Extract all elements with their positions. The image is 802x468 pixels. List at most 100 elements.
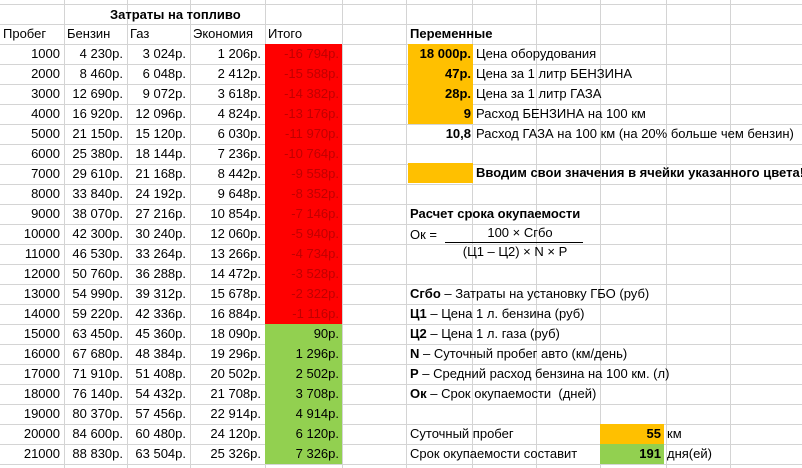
- grid-hline: [0, 364, 802, 365]
- petrol-cost-cell: 46 530р.: [72, 246, 123, 261]
- legend-text: – Суточный пробег авто (км/день): [419, 346, 628, 361]
- legend-row: Ц1 – Цена 1 л. бензина (руб): [410, 304, 802, 324]
- variable-input[interactable]: 28р.: [408, 84, 473, 104]
- grid-hline: [0, 44, 802, 45]
- total-cell: -4 734р.: [265, 244, 342, 264]
- mileage-cell: 1000: [31, 46, 60, 61]
- daily-mileage-label: Суточный пробег: [410, 426, 514, 441]
- total-cell: -10 764р.: [265, 144, 342, 164]
- input-note: Вводим свои значения в ячейки указанного…: [476, 165, 802, 180]
- petrol-cost-cell: 12 690р.: [72, 86, 123, 101]
- variable-input[interactable]: 47р.: [408, 64, 473, 84]
- gas-cost-cell: 60 480р.: [135, 426, 186, 441]
- mileage-cell: 15000: [23, 326, 60, 341]
- savings-cell: 9 648р.: [217, 186, 261, 201]
- variable-label: Расход БЕНЗИНА на 100 км: [476, 106, 646, 121]
- variable-label: Цена за 1 литр ГАЗА: [476, 86, 602, 101]
- gas-cost-cell: 51 408р.: [135, 366, 186, 381]
- savings-cell: 7 236р.: [217, 146, 261, 161]
- total-cell: -14 382р.: [265, 84, 342, 104]
- gas-cost-cell: 15 120р.: [135, 126, 186, 141]
- variable-input[interactable]: 9: [408, 104, 473, 124]
- legend-key: Ц2: [410, 326, 427, 341]
- savings-cell: 1 206р.: [217, 46, 261, 61]
- grid-hline: [0, 304, 802, 305]
- gas-cost-cell: 36 288р.: [135, 266, 186, 281]
- gas-cost-cell: 48 384р.: [135, 346, 186, 361]
- formula-lhs: Ок =: [410, 227, 438, 242]
- mileage-cell: 7000: [31, 166, 60, 181]
- variable-input[interactable]: 18 000р.: [408, 44, 473, 64]
- grid-hline: [0, 24, 802, 25]
- petrol-cost-cell: 25 380р.: [72, 146, 123, 161]
- mileage-cell: 13000: [23, 286, 60, 301]
- grid-hline: [0, 264, 802, 265]
- grid-vline: [64, 0, 65, 468]
- gas-cost-cell: 33 264р.: [135, 246, 186, 261]
- grid-hline: [0, 224, 802, 225]
- mileage-cell: 6000: [31, 146, 60, 161]
- legend-row: N – Суточный пробег авто (км/день): [410, 344, 802, 364]
- gas-cost-cell: 42 336р.: [135, 306, 186, 321]
- total-cell: 6 120р.: [265, 424, 342, 444]
- total-cell: -16 794р.: [265, 44, 342, 64]
- petrol-cost-cell: 63 450р.: [72, 326, 123, 341]
- savings-cell: 15 678р.: [210, 286, 261, 301]
- total-cell: -13 176р.: [265, 104, 342, 124]
- savings-cell: 22 914р.: [210, 406, 261, 421]
- header-savings: Экономия: [193, 26, 254, 41]
- savings-cell: 3 618р.: [217, 86, 261, 101]
- gas-cost-cell: 24 192р.: [135, 186, 186, 201]
- total-cell: -1 116р.: [265, 304, 342, 324]
- mileage-cell: 2000: [31, 66, 60, 81]
- gas-cost-cell: 12 096р.: [135, 106, 186, 121]
- total-cell: 7 326р.: [265, 444, 342, 464]
- grid-hline: [0, 184, 802, 185]
- total-cell: 1 296р.: [265, 344, 342, 364]
- grid-hline: [0, 244, 802, 245]
- grid-vline: [127, 0, 128, 468]
- legend-row: P – Средний расход бензина на 100 км. (л…: [410, 364, 802, 384]
- total-cell: -15 588р.: [265, 64, 342, 84]
- grid-hline: [0, 324, 802, 325]
- payback-result-value: 191: [600, 444, 664, 464]
- grid-vline: [190, 0, 191, 468]
- total-cell: 4 914р.: [265, 404, 342, 424]
- grid-hline: [0, 64, 802, 65]
- gas-cost-cell: 30 240р.: [135, 226, 186, 241]
- gas-cost-cell: 57 456р.: [135, 406, 186, 421]
- gas-cost-cell: 18 144р.: [135, 146, 186, 161]
- input-color-swatch: [408, 163, 473, 183]
- petrol-cost-cell: 8 460р.: [79, 66, 123, 81]
- petrol-cost-cell: 59 220р.: [72, 306, 123, 321]
- mileage-cell: 18000: [23, 386, 60, 401]
- header-total: Итого: [268, 26, 303, 41]
- total-cell: 3 708р.: [265, 384, 342, 404]
- daily-mileage-input[interactable]: 55: [600, 424, 664, 444]
- grid-hline: [0, 204, 802, 205]
- legend-text: – Цена 1 л. газа (руб): [426, 326, 560, 341]
- grid-hline: [0, 84, 802, 85]
- variable-value: 10,8: [445, 126, 471, 141]
- grid-vline: [600, 0, 601, 468]
- legend-key: Сгбо: [410, 286, 441, 301]
- grid-hline: [0, 284, 802, 285]
- mileage-cell: 8000: [31, 186, 60, 201]
- grid-vline: [730, 0, 731, 468]
- grid-hline: [0, 444, 802, 445]
- savings-cell: 14 472р.: [210, 266, 261, 281]
- legend-row: Ок – Срок окупаемости (дней): [410, 384, 802, 404]
- payback-title: Расчет срока окупаемости: [410, 206, 581, 221]
- legend-text: – Затраты на установку ГБО (руб): [440, 286, 650, 301]
- savings-cell: 21 708р.: [210, 386, 261, 401]
- grid-hline: [0, 104, 802, 105]
- legend-key: Ц1: [410, 306, 427, 321]
- savings-cell: 13 266р.: [210, 246, 261, 261]
- payback-result-label: Срок окупаемости составит: [410, 446, 578, 461]
- payback-result-unit: дня(ей): [667, 446, 712, 461]
- gas-cost-cell: 39 312р.: [135, 286, 186, 301]
- mileage-cell: 12000: [23, 266, 60, 281]
- grid-hline: [0, 424, 802, 425]
- grid-hline: [0, 144, 802, 145]
- header-petrol: Бензин: [67, 26, 111, 41]
